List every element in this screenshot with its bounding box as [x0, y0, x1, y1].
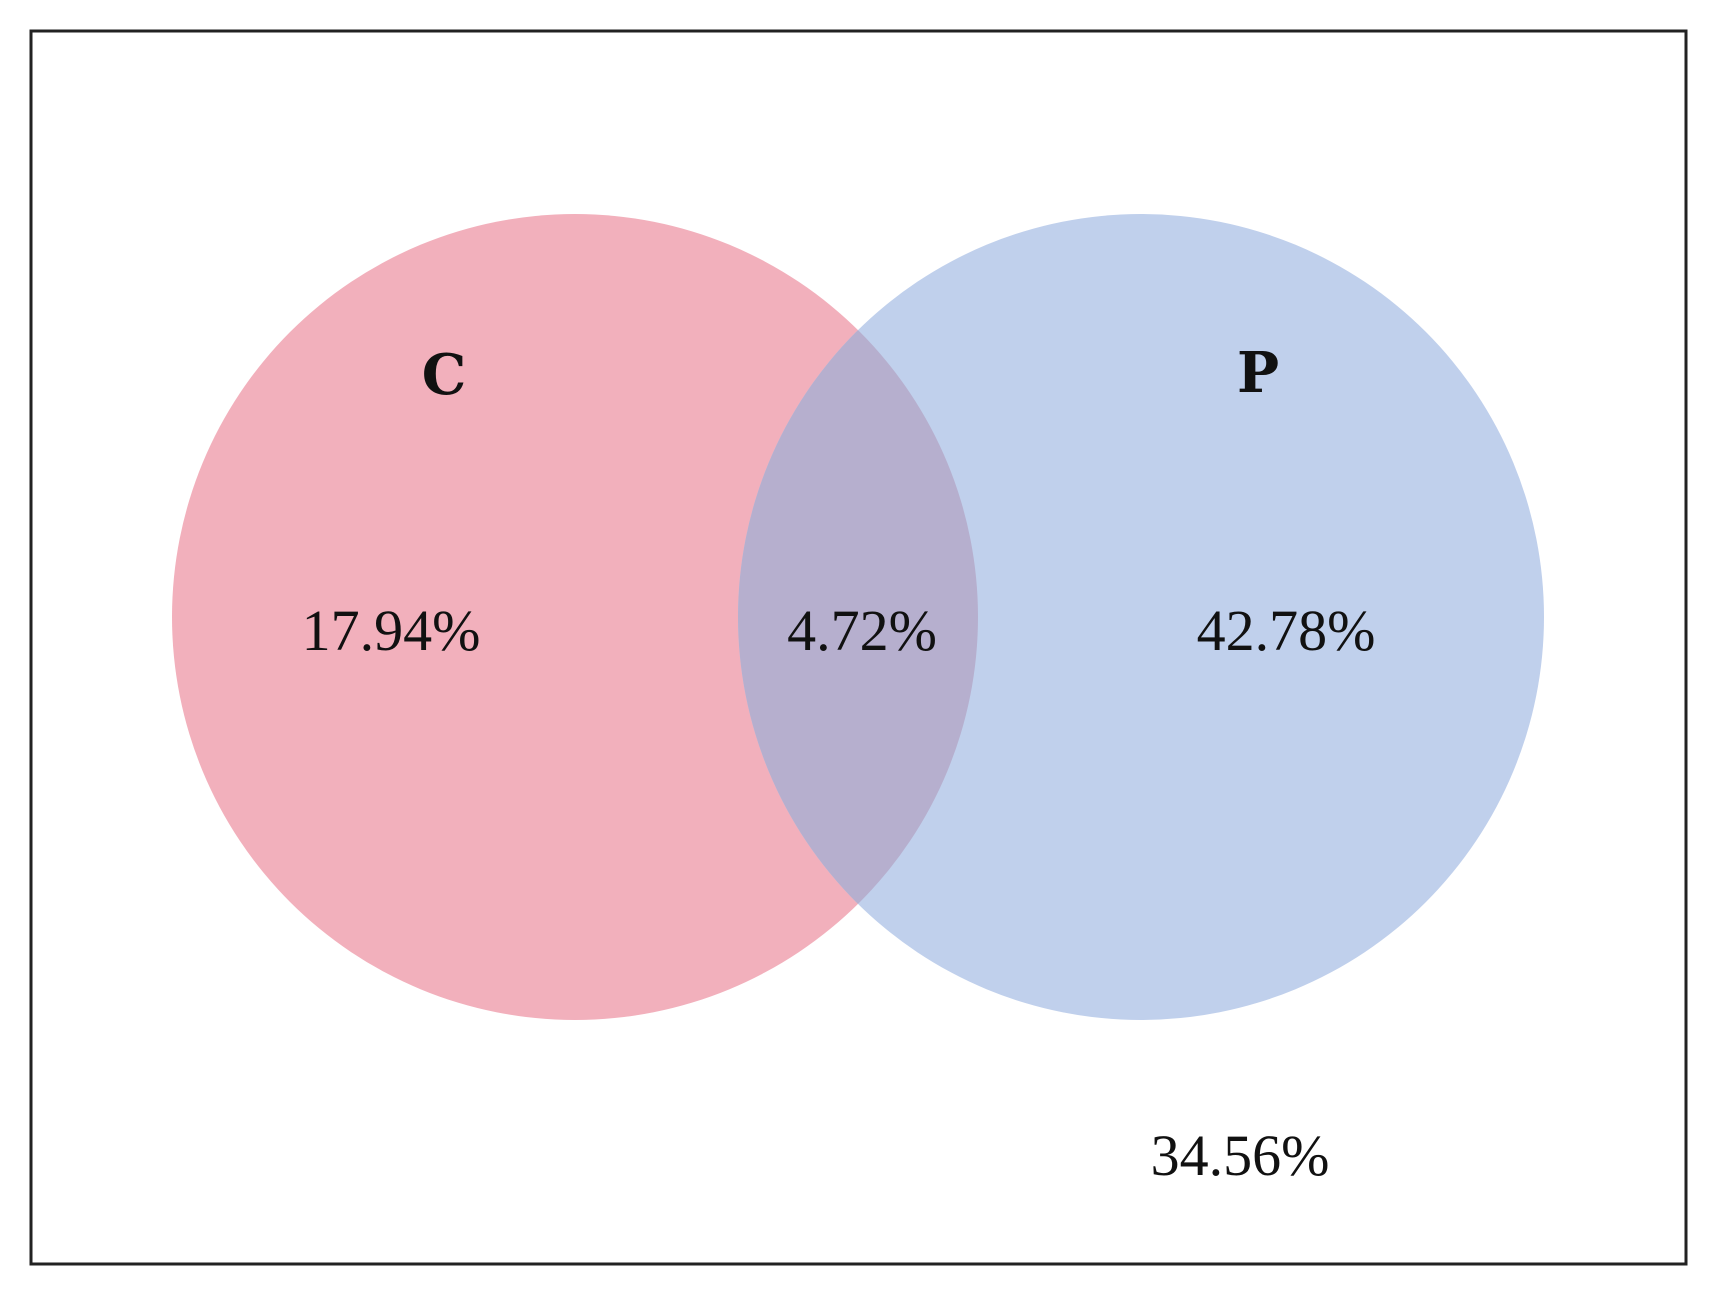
set-p-circle [738, 214, 1544, 1020]
intersection-value: 4.72% [787, 598, 937, 663]
set-p-label: P [1237, 340, 1279, 406]
set-c-label: C [422, 342, 467, 408]
set-c-circle [172, 214, 978, 1020]
outside-value: 34.56% [1151, 1123, 1330, 1188]
c-only-value: 17.94% [302, 598, 481, 663]
p-only-value: 42.78% [1197, 598, 1376, 663]
